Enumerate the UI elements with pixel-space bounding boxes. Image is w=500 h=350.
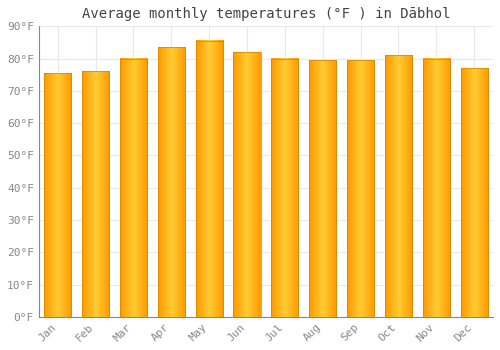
Bar xyxy=(309,60,336,317)
Bar xyxy=(44,73,72,317)
Title: Average monthly temperatures (°F ) in Dābhol: Average monthly temperatures (°F ) in Dā… xyxy=(82,7,450,21)
Bar xyxy=(422,58,450,317)
Bar xyxy=(347,60,374,317)
Bar xyxy=(271,58,298,317)
Bar xyxy=(460,68,488,317)
Bar xyxy=(385,55,412,317)
Bar xyxy=(234,52,260,317)
Bar xyxy=(120,58,147,317)
Bar xyxy=(158,47,185,317)
Bar xyxy=(196,41,223,317)
Bar xyxy=(82,71,109,317)
